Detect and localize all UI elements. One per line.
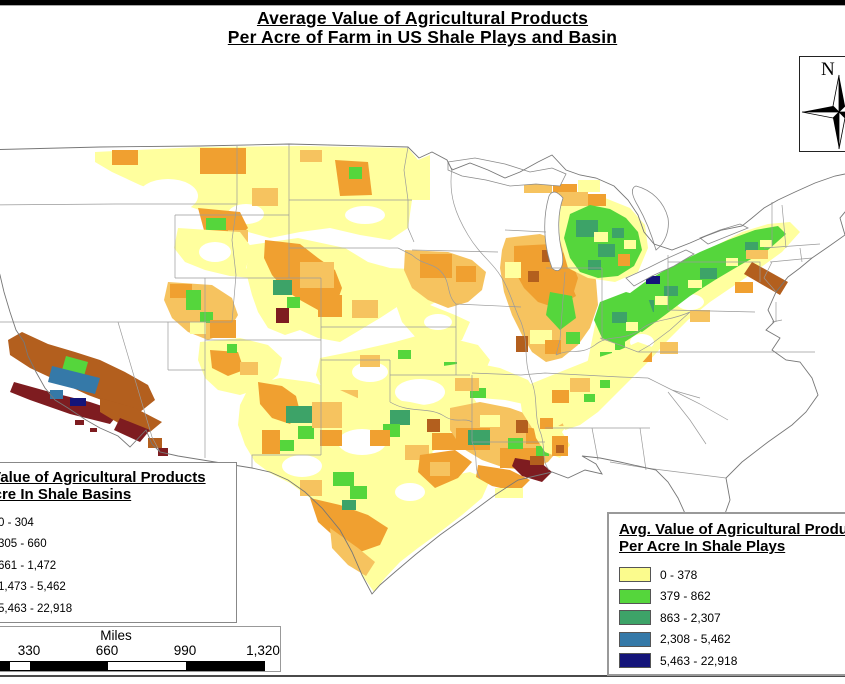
great-lakes <box>447 157 749 287</box>
legend-item: 0 - 304 <box>0 512 236 534</box>
legend-item: 5,463 - 22,918 <box>0 598 236 620</box>
legend-swatch <box>619 567 651 583</box>
legend-item: 0 - 378 <box>619 564 845 586</box>
legend-item-label: 0 - 378 <box>660 567 698 582</box>
legend-item-label: 5,463 - 22,918 <box>660 653 738 668</box>
us-outline <box>0 143 845 595</box>
top-border-bar <box>0 0 845 5</box>
legend-item-label: 661 - 1,472 <box>0 559 57 572</box>
state-borders <box>0 144 821 479</box>
legend-item: 5,463 - 22,918 <box>619 650 845 672</box>
legend-swatch <box>619 588 651 604</box>
legend-item-label: 863 - 2,307 <box>660 610 721 625</box>
region-illinois-basin <box>500 234 598 362</box>
legend-item-label: 1,473 - 5,462 <box>0 581 66 594</box>
page-title-line1: Average Value of Agricultural Products <box>256 8 589 28</box>
legend-item-label: 305 - 660 <box>0 538 47 551</box>
legend-item: 661 - 1,472 <box>0 555 236 577</box>
compass-rose-icon <box>801 74 845 150</box>
legend-item: 1,473 - 5,462 <box>0 577 236 599</box>
scale-tick-330: 330 <box>17 643 41 658</box>
legend-item-label: 5,463 - 22,918 <box>0 602 73 615</box>
bottom-border-line <box>0 675 845 677</box>
region-ky-tn-band <box>520 342 655 432</box>
legend-swatch <box>619 610 651 626</box>
legend-basins-items: 0 - 304 305 - 660 661 - 1,472 1,473 - 5,… <box>0 512 236 620</box>
lake-erie <box>625 249 695 287</box>
legend-item-label: 2,308 - 5,462 <box>660 632 731 647</box>
lake-ontario <box>699 223 749 245</box>
scale-tick-1320: 1,320 <box>246 643 280 658</box>
legend-plays: Avg. Value of Agricultural Products Per … <box>607 512 845 676</box>
scale-bar-box: Miles 330 660 990 1,320 <box>0 626 281 672</box>
legend-item-label: 0 - 304 <box>0 516 34 529</box>
legend-plays-title-line1: Avg. Value of Agricultural Products <box>619 521 845 538</box>
legend-item: 305 - 660 <box>0 534 236 556</box>
legend-swatch <box>619 631 651 647</box>
legend-item: 379 - 862 <box>619 586 845 608</box>
region-williston-basin <box>95 146 430 240</box>
legend-basins-title-line1: Avg. Value of Agricultural Products <box>0 469 206 486</box>
lake-huron <box>632 185 669 251</box>
page-title-line2: Per Acre of Farm in US Shale Plays and B… <box>227 27 618 47</box>
region-forest-city-basin <box>395 250 486 348</box>
lake-superior <box>447 157 567 187</box>
region-eagle-ford <box>300 450 472 576</box>
scale-unit-label: Miles <box>100 628 132 643</box>
top-hairline <box>0 5 845 6</box>
scale-tick-660: 660 <box>95 643 119 658</box>
shale-regions <box>8 146 800 592</box>
legend-plays-items: 0 - 378 379 - 862 863 - 2,307 2,308 - 5,… <box>619 564 845 672</box>
legend-basins: Avg. Value of Agricultural Products Per … <box>0 462 237 623</box>
region-san-juan-basin <box>198 338 282 395</box>
region-appalachian-marcellus-utica <box>560 222 800 430</box>
legend-swatch <box>619 653 651 669</box>
page-title: Average Value of Agricultural Products P… <box>0 9 845 47</box>
north-arrow-box: N <box>799 56 845 152</box>
region-michigan-basin <box>524 180 648 282</box>
legend-item: 863 - 2,307 <box>619 607 845 629</box>
region-niobrara-dj-basin <box>246 238 448 342</box>
scale-tick-990: 990 <box>173 643 197 658</box>
region-arkoma-fayetteville <box>430 362 538 405</box>
scale-bar <box>0 661 265 671</box>
legend-item: 2,308 - 5,462 <box>619 629 845 651</box>
region-monterey-california <box>8 332 168 456</box>
legend-basins-title-line2: Per Acre In Shale Basins <box>0 486 132 503</box>
region-green-river-basin <box>174 228 252 278</box>
region-piceance-uinta-basin <box>164 282 238 340</box>
north-label: N <box>821 59 835 80</box>
legend-plays-title-line2: Per Acre In Shale Plays <box>619 538 786 555</box>
lake-michigan <box>544 191 564 271</box>
legend-item-label: 379 - 862 <box>660 589 711 604</box>
